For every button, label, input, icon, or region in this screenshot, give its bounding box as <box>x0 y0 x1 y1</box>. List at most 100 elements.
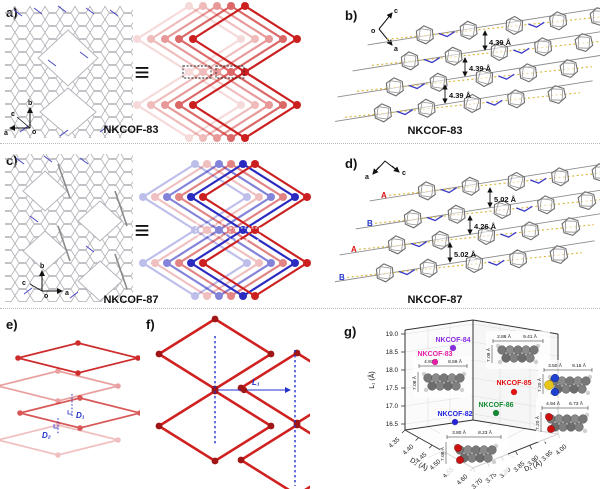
y-tick: 3.95 <box>541 449 555 463</box>
layer-label-b: B <box>367 219 373 228</box>
axis-a-label: a <box>4 130 8 137</box>
axis-a-label: a <box>365 174 369 181</box>
nitrogen-bonds <box>15 155 95 299</box>
equivalence-symbol: ≡ <box>134 57 149 87</box>
axis-o-label: o <box>44 293 48 300</box>
stacked-layers-schematic <box>0 339 140 459</box>
molecule-inset-4: 4.94 Å 6.73 Å 7.20 Å <box>534 398 594 442</box>
caption-nkcof-83: NKCOF-83 <box>103 124 158 136</box>
z-tick: 17.0 <box>386 403 399 410</box>
row-divider <box>0 143 600 144</box>
axis-c-label: c <box>394 8 398 15</box>
panel-c: c) b a c o ≡ NKCOF-87 <box>5 153 313 306</box>
l1-label: L₁ <box>252 378 260 387</box>
axis-indicator-b: c a o <box>371 8 398 53</box>
panel-g-3d-scatter: g) <box>344 319 598 489</box>
row-divider <box>0 308 600 309</box>
scatter-point-nkcof-83 <box>431 358 439 366</box>
inset-annotation: 8.23 Å <box>478 429 493 436</box>
x-tick: 4.40 <box>402 443 416 457</box>
inset-annotation: 7.20 Å <box>536 377 543 392</box>
inset-annotation: 9.15 Å <box>572 362 587 369</box>
z-tick: 16.5 <box>386 421 399 428</box>
oxygen-atom <box>456 456 464 464</box>
layer-label-a: A <box>381 191 387 200</box>
caption-nkcof-87: NKCOF-87 <box>103 294 158 306</box>
axis-indicator-a: b a c o <box>4 100 36 137</box>
equivalence-symbol: ≡ <box>134 215 149 245</box>
inset-annotation: 2.88 Å <box>497 333 512 340</box>
scatter-points: NKCOF-84 NKCOF-83 NKCOF-85 NKCOF-86 NKCO… <box>417 337 532 426</box>
y-tick: 3.70 <box>471 477 485 489</box>
axis-c-label: c <box>22 280 26 287</box>
distance-label: 4.39 Å <box>489 38 512 47</box>
panel-d-label: d) <box>345 156 357 171</box>
z-axis-label: L₁ (Å) <box>367 371 376 389</box>
z-tick: 17.5 <box>386 385 399 392</box>
axis-o-label: o <box>371 28 375 35</box>
sulfur-atom <box>544 380 554 390</box>
panel-e-label: e) <box>6 317 18 332</box>
axis-indicator-c: b a c o <box>22 263 69 300</box>
axis-indicator-d: a c <box>365 160 406 181</box>
panel-a: a) b a c o ≡ NKCOF-83 <box>4 0 303 144</box>
distance-label: 4.39 Å <box>449 91 472 100</box>
nitrogen-atom <box>550 373 560 383</box>
inset-annotation: 7.08 Å <box>439 446 446 461</box>
y-tick: 4.00 <box>555 443 569 457</box>
d1-label: D₁ <box>76 411 85 420</box>
point-label-nkcof-86: NKCOF-86 <box>478 402 513 409</box>
point-label-nkcof-83: NKCOF-83 <box>417 351 452 358</box>
lattice-schematic-red-blue <box>137 158 313 302</box>
molecule-inset-3: 3.50 Å 9.15 Å 7.20 Å <box>536 360 598 402</box>
axis-a-label: a <box>394 46 398 53</box>
oxygen-atom <box>454 444 462 452</box>
axis-c-label: c <box>11 111 15 118</box>
inset-annotation: 9.41 Å <box>523 333 538 340</box>
axis-o-label: o <box>32 129 36 136</box>
z-axis: 19.0 18.5 18.0 17.5 17.0 16.5 L₁ (Å) <box>367 331 405 428</box>
distance-label: 5.02 Å <box>494 195 517 204</box>
oxygen-atom <box>547 425 555 433</box>
distance-label: 5.02 Å <box>454 250 477 259</box>
panel-g-label: g) <box>344 324 356 339</box>
point-label-nkcof-85: NKCOF-85 <box>496 380 531 387</box>
scatter-point-nkcof-84 <box>449 344 457 352</box>
scatter-point-nkcof-85 <box>510 388 518 396</box>
caption-nkcof-87: NKCOF-87 <box>407 294 462 306</box>
interlayer-distance-annotations: 4.39 Å 4.39 Å 4.39 Å <box>442 30 512 104</box>
panel-f-label: f) <box>146 317 155 332</box>
offset-highlight-box <box>182 65 212 79</box>
interlayer-distance-annotations: 5.02 Å 4.26 Å 5.02 Å <box>447 187 517 263</box>
panel-f: f) L₁ <box>146 314 310 489</box>
x-tick: 4.60 <box>456 473 470 487</box>
inset-annotation: 6.73 Å <box>569 400 584 407</box>
axis-a-label: a <box>65 290 69 297</box>
offset-highlight-box <box>195 223 227 237</box>
x-tick: 4.35 <box>388 436 402 450</box>
inset-annotation: 3.50 Å <box>548 362 563 369</box>
d1-d2-annotations: D₁ D₂ <box>42 394 85 440</box>
scatter-point-nkcof-82 <box>451 418 459 426</box>
caption-nkcof-83: NKCOF-83 <box>407 125 462 137</box>
oxygen-atom <box>545 413 553 421</box>
layer-label-b: B <box>339 273 345 282</box>
z-tick: 18.5 <box>386 349 399 356</box>
inset-annotation: 8.59 Å <box>448 358 463 365</box>
z-tick: 19.0 <box>386 331 399 338</box>
inset-annotation: 7.20 Å <box>534 415 541 430</box>
crystal-structure-nkcof-83 <box>5 5 133 138</box>
panel-d: d) a c A B A B 5.02 Å 4.26 Å 5.02 Å NKCO… <box>335 156 600 306</box>
nitrogen-atom <box>550 387 560 397</box>
inset-annotation: 7.08 Å <box>411 375 418 390</box>
molecule-inset-2: 2.88 Å 9.41 Å 7.09 Å <box>485 331 550 369</box>
panel-b-label: b) <box>345 8 357 23</box>
layer-label-a: A <box>351 245 357 254</box>
offset-lattice-schematic <box>154 314 310 489</box>
inset-annotation: 3.80 Å <box>452 429 467 436</box>
inset-annotation: 4.93 Å <box>424 358 439 365</box>
d2-label: D₂ <box>42 431 51 440</box>
lattice-schematic-red <box>131 0 303 144</box>
point-label-nkcof-84: NKCOF-84 <box>435 337 470 344</box>
